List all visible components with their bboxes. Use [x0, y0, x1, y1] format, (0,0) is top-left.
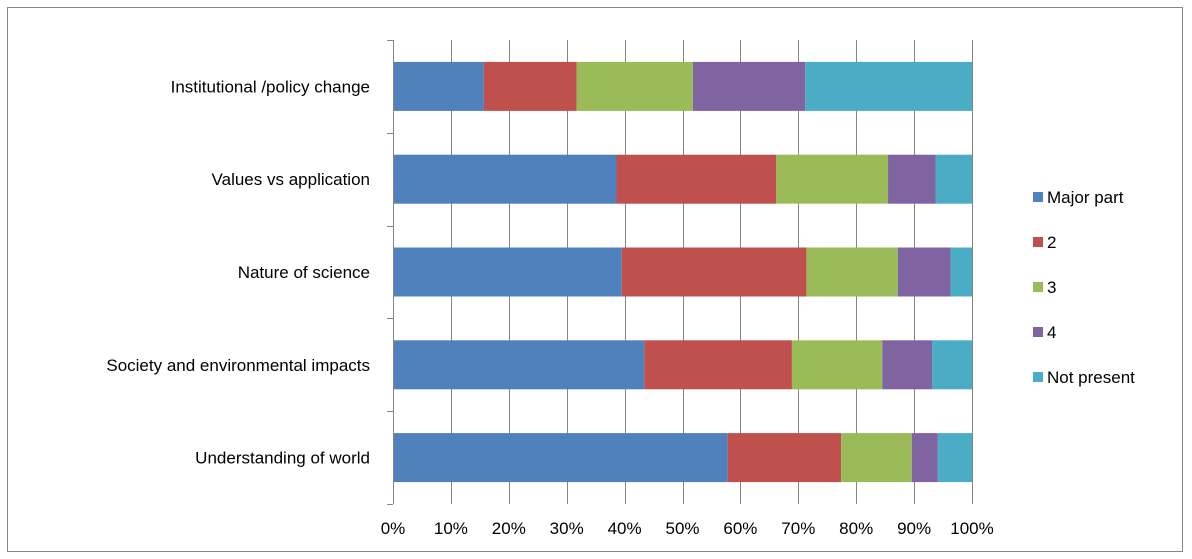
- bar-segment: [882, 340, 933, 390]
- bar-segment: [937, 433, 972, 483]
- bar-segment: [897, 247, 951, 297]
- bar-segment: [576, 61, 693, 111]
- legend-label: 2: [1047, 233, 1056, 252]
- x-tick-label: 100%: [950, 519, 993, 538]
- bar-segment: [841, 433, 912, 483]
- x-tick-label: 50%: [665, 519, 699, 538]
- bar-segment: [888, 154, 936, 204]
- bar-group: [393, 61, 972, 483]
- bar-segment: [393, 433, 728, 483]
- legend-label: Not present: [1047, 368, 1135, 387]
- bar-segment: [911, 433, 938, 483]
- legend-swatch: [1033, 237, 1043, 247]
- bar-segment: [616, 154, 777, 204]
- category-labels: Institutional /policy change Values vs ap…: [106, 77, 370, 467]
- category-label: Values vs application: [212, 170, 370, 189]
- x-tick-label: 80%: [839, 519, 873, 538]
- x-tick-label: 60%: [723, 519, 757, 538]
- legend-swatch: [1033, 282, 1043, 292]
- bar-segment: [692, 61, 806, 111]
- x-tick-label: 20%: [492, 519, 526, 538]
- category-label: Understanding of world: [195, 449, 370, 468]
- bar-segment: [644, 340, 792, 390]
- bar-segment: [727, 433, 842, 483]
- legend-swatch: [1033, 327, 1043, 337]
- bar-segment: [621, 247, 807, 297]
- bar-segment: [393, 61, 484, 111]
- legend-swatch: [1033, 372, 1043, 382]
- bar-segment: [393, 340, 645, 390]
- axes: [387, 40, 394, 505]
- x-tick-label: 40%: [608, 519, 642, 538]
- x-tick-label: 10%: [434, 519, 468, 538]
- x-tick-label: 70%: [781, 519, 815, 538]
- bar-segment: [950, 247, 972, 297]
- category-label: Society and environmental impacts: [106, 356, 370, 375]
- bar-segment: [483, 61, 577, 111]
- x-tick-label: 0%: [381, 519, 406, 538]
- legend-label: 3: [1047, 278, 1056, 297]
- bar-segment: [932, 340, 972, 390]
- bar-segment: [935, 154, 972, 204]
- x-tick-labels: 0% 10% 20% 30% 40% 50% 60% 70% 80% 90% 100%: [381, 519, 994, 538]
- bar-segment: [393, 154, 617, 204]
- legend: Major part 2 3 4 Not present: [1033, 188, 1135, 387]
- category-label: Institutional /policy change: [171, 77, 370, 96]
- bar-segment: [805, 61, 972, 111]
- x-tick-label: 90%: [897, 519, 931, 538]
- category-label: Nature of science: [238, 263, 370, 282]
- legend-swatch: [1033, 192, 1043, 202]
- legend-label: Major part: [1047, 188, 1124, 207]
- x-tick-label: 30%: [550, 519, 584, 538]
- bar-segment: [806, 247, 898, 297]
- legend-label: 4: [1047, 323, 1056, 342]
- bar-segment: [776, 154, 889, 204]
- bar-segment: [393, 247, 622, 297]
- bar-segment: [791, 340, 883, 390]
